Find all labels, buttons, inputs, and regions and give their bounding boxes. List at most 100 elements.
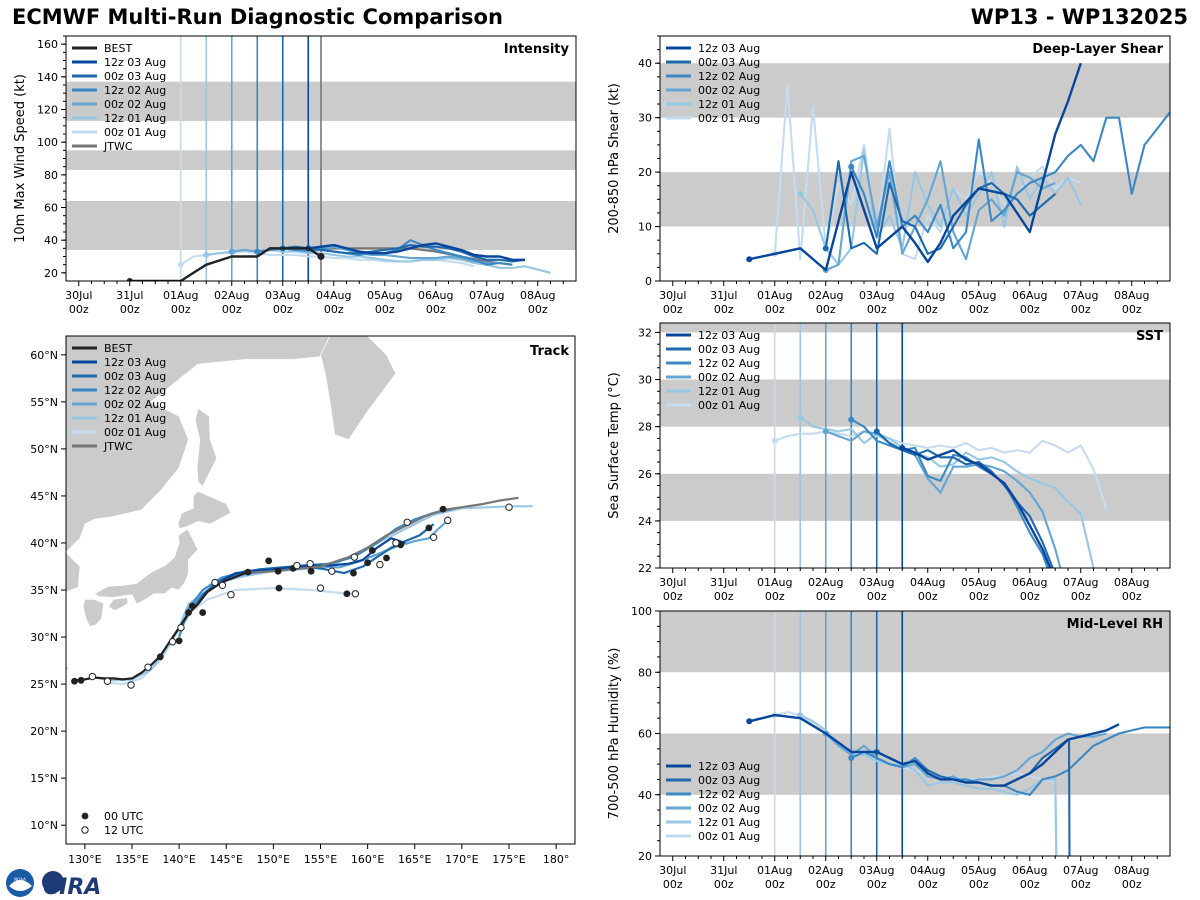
legend-label: 00z 03 Aug bbox=[698, 56, 760, 69]
series-line bbox=[799, 149, 1082, 266]
track-marker-00utc bbox=[383, 554, 390, 562]
y-tick-label: 20 bbox=[44, 267, 58, 280]
y-tick-label: 160 bbox=[37, 38, 58, 51]
lat-tick-label: 60°N bbox=[30, 349, 58, 362]
legend-label: 12z 01 Aug bbox=[104, 112, 166, 125]
lat-tick-label: 45°N bbox=[30, 490, 58, 503]
x-tick-label-hour: 00z bbox=[426, 303, 446, 316]
track-marker-12utc bbox=[127, 681, 135, 689]
x-tick-label-hour: 00z bbox=[69, 303, 89, 316]
y-tick-label: 20 bbox=[638, 850, 652, 863]
y-tick-label: 10 bbox=[638, 221, 652, 234]
track-marker-00utc bbox=[199, 609, 207, 616]
x-tick-label-hour: 00z bbox=[1071, 590, 1091, 603]
track-marker-12utc bbox=[306, 559, 314, 568]
x-tick-label: 31Jul 00z bbox=[710, 864, 737, 891]
y-tick-label: 40 bbox=[638, 789, 652, 802]
y-tick-label: 40 bbox=[44, 234, 58, 247]
x-tick-label-hour: 00z bbox=[1020, 590, 1040, 603]
x-tick-label-day: 01Aug bbox=[163, 289, 198, 302]
x-tick-label: 08Aug 00z bbox=[1114, 576, 1149, 603]
y-tick-label: 60 bbox=[638, 728, 652, 741]
y-tick-label: 20 bbox=[638, 166, 652, 179]
y-tick-label: 30 bbox=[638, 112, 652, 125]
legend-label: 00 UTC bbox=[104, 810, 144, 823]
x-tick-label-hour: 00z bbox=[1122, 303, 1142, 316]
x-tick-label-hour: 00z bbox=[120, 303, 140, 316]
series-start-marker bbox=[203, 251, 210, 258]
land-honshu bbox=[93, 528, 199, 605]
x-tick-label-hour: 00z bbox=[867, 303, 887, 316]
legend-label: 00z 01 Aug bbox=[698, 112, 760, 125]
plot-area bbox=[771, 323, 1108, 568]
track-line bbox=[168, 519, 449, 643]
x-tick-label-day: 02Aug bbox=[808, 576, 843, 589]
x-tick-label: 04Aug 00z bbox=[910, 864, 945, 891]
x-tick-label-day: 01Aug bbox=[757, 864, 792, 877]
x-tick-label-hour: 00z bbox=[663, 303, 683, 316]
track-line bbox=[178, 508, 453, 638]
legend-label: 12z 03 Aug bbox=[698, 329, 760, 342]
noaa-logo-label: NOAA bbox=[14, 877, 26, 882]
x-tick-label: 04Aug 00z bbox=[910, 289, 945, 316]
plot-area bbox=[746, 611, 1170, 856]
x-tick-label-day: 03Aug bbox=[859, 576, 894, 589]
x-tick-label-day: 31Jul bbox=[710, 864, 737, 877]
series-start-marker bbox=[797, 414, 804, 421]
track-marker-00utc bbox=[307, 567, 315, 575]
land-asia-mainland bbox=[66, 336, 350, 553]
legend-label: 12z 01 Aug bbox=[698, 816, 760, 829]
x-tick-label: 30Jul 00z bbox=[659, 289, 686, 316]
lon-tick-label: 150°E bbox=[257, 853, 290, 866]
x-tick-label: 06Aug 00z bbox=[1012, 864, 1047, 891]
x-tick-label-day: 05Aug bbox=[961, 864, 996, 877]
track-marker-00utc bbox=[244, 568, 252, 576]
x-tick-label: 03Aug 00z bbox=[859, 289, 894, 316]
cira-globe bbox=[42, 871, 64, 893]
x-tick-label-hour: 00z bbox=[273, 303, 293, 316]
series-line bbox=[825, 430, 1062, 568]
x-tick-label: 31Jul 00z bbox=[710, 289, 737, 316]
cira-logo: CIRA bbox=[43, 875, 101, 900]
x-tick-label-day: 31Jul bbox=[710, 576, 737, 589]
lat-tick-label: 20°N bbox=[30, 725, 58, 738]
x-tick-label-hour: 00z bbox=[765, 590, 785, 603]
x-tick-label: 02Aug 00z bbox=[808, 289, 843, 316]
track-marker-12utc bbox=[103, 677, 112, 685]
y-tick-label: 40 bbox=[638, 57, 652, 70]
x-tick-label-hour: 00z bbox=[528, 303, 548, 316]
y-tick-label: 100 bbox=[631, 605, 652, 618]
series-line bbox=[282, 244, 526, 263]
track-marker-00utc bbox=[368, 547, 376, 554]
legend-label: 00z 02 Aug bbox=[104, 98, 166, 111]
y-axis-label: 200-850 hPa Shear (kt) bbox=[607, 83, 622, 234]
x-tick-label-day: 04Aug bbox=[910, 289, 945, 302]
track-marker-12utc bbox=[218, 581, 227, 589]
series-start-marker bbox=[746, 256, 753, 263]
x-tick-label-hour: 00z bbox=[663, 878, 683, 891]
lon-tick-label: 175°E bbox=[492, 853, 525, 866]
series-line bbox=[876, 430, 1054, 568]
series-start-marker bbox=[126, 278, 133, 281]
lon-tick-label: 145°E bbox=[210, 853, 243, 866]
track-marker-12utc bbox=[429, 533, 438, 542]
x-tick-label-hour: 00z bbox=[918, 303, 938, 316]
x-tick-label-hour: 00z bbox=[765, 303, 785, 316]
series-line bbox=[749, 713, 1120, 787]
y-axis-label: Sea Surface Temp (°C) bbox=[607, 372, 622, 519]
lon-tick-label: 130°E bbox=[68, 853, 101, 866]
x-tick-label: 07Aug 00z bbox=[469, 289, 504, 316]
figure-title: ECMWF Multi-Run Diagnostic Comparison bbox=[12, 5, 503, 29]
legend-label: 12z 02 Aug bbox=[104, 84, 166, 97]
x-tick-label: 01Aug 00z bbox=[757, 864, 792, 891]
legend-label: 12z 03 Aug bbox=[698, 760, 760, 773]
track-marker-00utc bbox=[364, 559, 372, 567]
x-tick-label-hour: 00z bbox=[867, 878, 887, 891]
track-marker-00utc bbox=[274, 567, 282, 575]
panel-title: Intensity bbox=[504, 42, 570, 57]
y-tick-label: 100 bbox=[37, 136, 58, 149]
x-tick-label-hour: 00z bbox=[969, 590, 989, 603]
x-tick-label-day: 07Aug bbox=[1063, 576, 1098, 589]
track-marker-12utc bbox=[144, 663, 152, 671]
